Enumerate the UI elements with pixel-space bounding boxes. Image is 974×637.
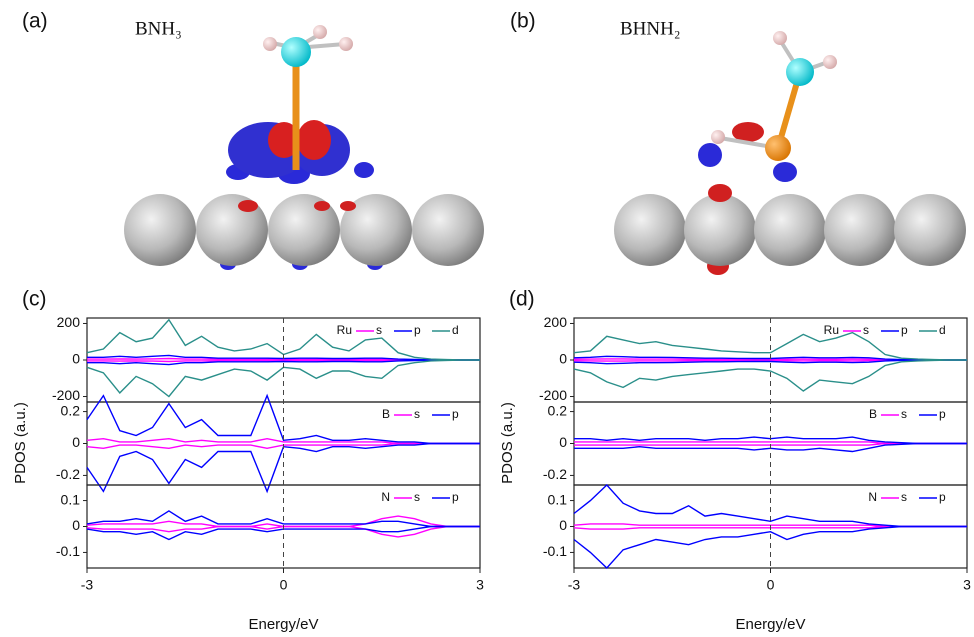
- y-tick-label: -200: [539, 387, 567, 403]
- legend-label: p: [939, 407, 946, 421]
- legend-label: p: [414, 323, 421, 337]
- pdos-line: [86, 393, 480, 445]
- y-tick-label: -0.2: [543, 466, 567, 482]
- molecule-name: BNH₃: [135, 18, 182, 39]
- y-tick-label: 200: [544, 314, 568, 330]
- legend-title: B: [382, 407, 390, 421]
- legend-label: s: [376, 323, 382, 337]
- molecule-b: [614, 31, 966, 275]
- y-tick-label: 0: [559, 351, 567, 367]
- y-tick-label: 0: [559, 517, 567, 533]
- legend-title: Ru: [337, 323, 352, 337]
- legend-title: B: [869, 407, 877, 421]
- legend-label: d: [452, 323, 459, 337]
- molecule-a: [124, 25, 484, 270]
- y-tick-label: 200: [57, 314, 81, 330]
- x-tick-label: -3: [568, 577, 581, 593]
- x-tick-label: 0: [280, 577, 288, 593]
- legend-label: s: [414, 407, 420, 421]
- panel-label: (c): [22, 288, 47, 311]
- panel-label: (a): [22, 10, 48, 33]
- legend-label: p: [939, 490, 946, 504]
- x-tick-label: 3: [963, 577, 971, 593]
- pdos-line: [86, 510, 480, 528]
- pdos-line: [573, 359, 967, 365]
- panel-label: (d): [509, 288, 535, 311]
- pdos-line: [573, 359, 967, 392]
- x-tick-label: 3: [476, 577, 484, 593]
- legend-label: p: [901, 323, 908, 337]
- legend-title: N: [381, 490, 390, 504]
- legend-label: s: [901, 407, 907, 421]
- legend-label: s: [863, 323, 869, 337]
- x-axis-label: Energy/eV: [735, 616, 805, 633]
- y-tick-label: 0.2: [61, 402, 81, 418]
- molecule-name: BHNH₂: [620, 18, 680, 39]
- pdos-line: [87, 359, 480, 366]
- y-tick-label: -200: [52, 387, 80, 403]
- y-tick-label: 0: [72, 351, 80, 367]
- pdos-line: [573, 331, 967, 361]
- legend-label: p: [452, 490, 459, 504]
- x-tick-label: -3: [81, 577, 94, 593]
- y-tick-label: -0.1: [543, 543, 567, 559]
- y-tick-label: 0: [72, 517, 80, 533]
- y-tick-label: 0: [72, 434, 80, 450]
- pdos-line: [573, 525, 967, 570]
- legend-title: N: [868, 490, 877, 504]
- x-axis-label: Energy/eV: [248, 616, 318, 633]
- legend-label: s: [414, 490, 420, 504]
- panel-label: (b): [510, 10, 536, 33]
- y-axis-label: PDOS (a.u.): [499, 402, 516, 484]
- y-tick-label: 0: [559, 434, 567, 450]
- y-tick-label: 0.1: [61, 491, 81, 507]
- y-axis-label: PDOS (a.u.): [12, 402, 29, 484]
- legend-title: Ru: [824, 323, 839, 337]
- y-tick-label: -0.1: [56, 543, 80, 559]
- legend-label: p: [452, 407, 459, 421]
- legend-label: s: [901, 490, 907, 504]
- legend-label: d: [939, 323, 946, 337]
- y-tick-label: 0.2: [548, 402, 568, 418]
- x-tick-label: 0: [767, 577, 775, 593]
- y-tick-label: 0.1: [548, 491, 568, 507]
- y-tick-label: -0.2: [56, 466, 80, 482]
